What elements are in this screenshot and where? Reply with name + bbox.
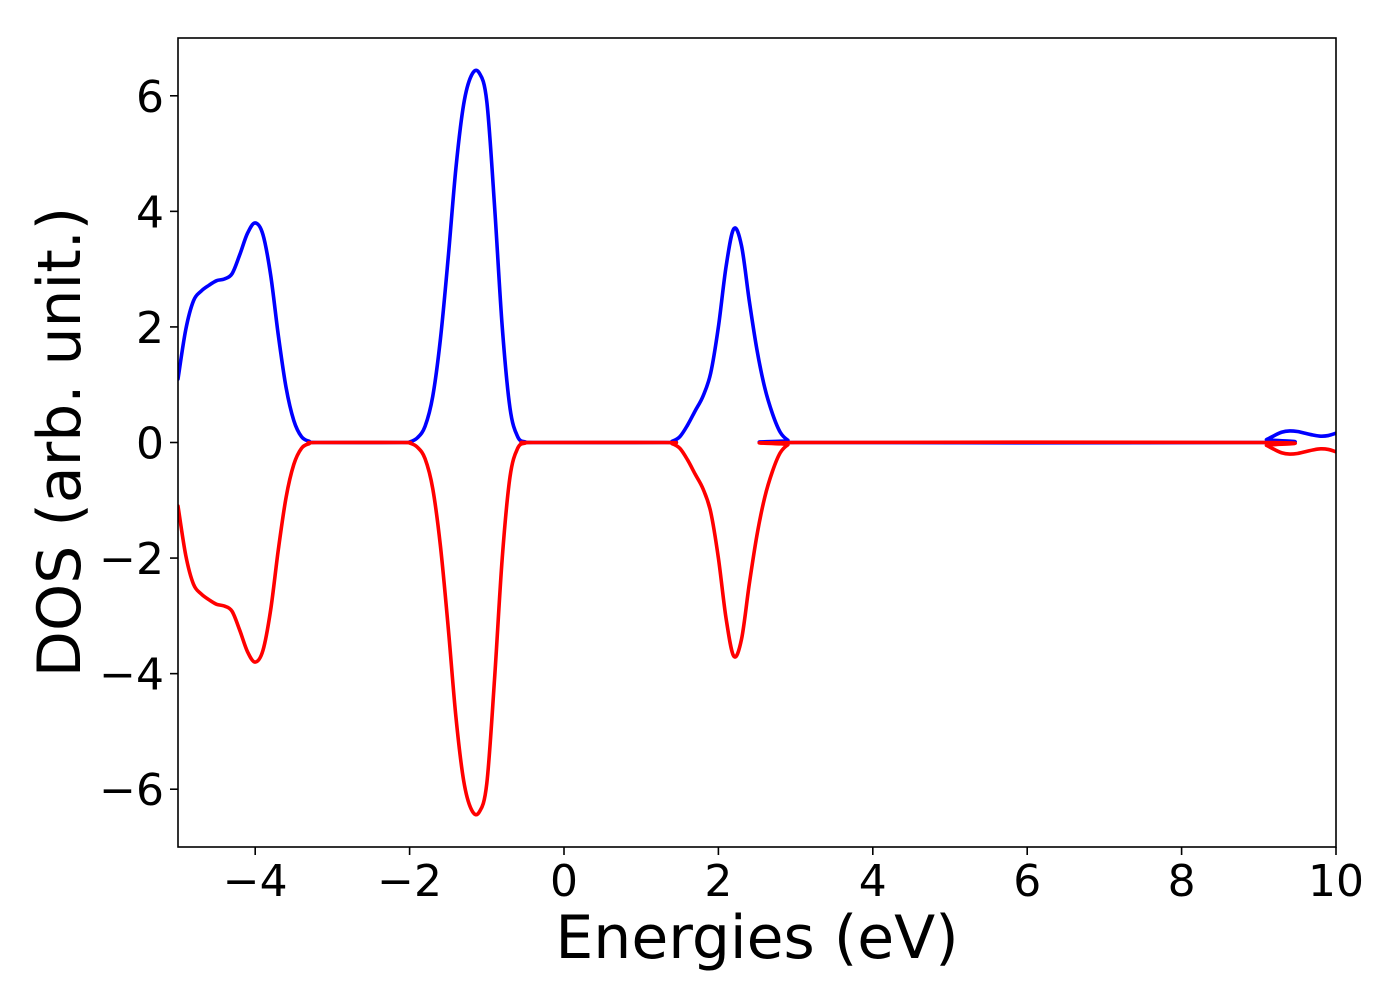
y-tick-label: −2 — [99, 534, 164, 585]
x-tick-label: 10 — [1308, 856, 1364, 907]
x-tick-label: 2 — [704, 856, 732, 907]
series-line-up — [178, 68, 1336, 445]
y-tick-label: −4 — [99, 650, 164, 701]
x-tick-label: −2 — [377, 856, 442, 907]
x-tick-label: 8 — [1168, 856, 1196, 907]
y-tick-label: 0 — [136, 419, 164, 470]
x-axis-ticks: −4 −2 0 2 4 6 8 10 — [223, 847, 1364, 907]
x-tick-label: 0 — [550, 856, 578, 907]
y-tick-label: 6 — [136, 72, 164, 123]
y-tick-label: 4 — [136, 187, 164, 238]
x-axis-label: Energies (eV) — [555, 903, 958, 973]
x-tick-label: 6 — [1013, 856, 1041, 907]
y-tick-label: 2 — [136, 303, 164, 354]
series-line-down — [178, 440, 1336, 817]
x-tick-label: −4 — [223, 856, 288, 907]
y-axis-label: DOS (arb. unit.) — [25, 207, 95, 677]
y-axis-ticks: −6 −4 −2 0 2 4 6 — [99, 72, 178, 816]
y-tick-label: −6 — [99, 765, 164, 816]
x-tick-label: 4 — [859, 856, 887, 907]
series-layer — [178, 68, 1336, 817]
